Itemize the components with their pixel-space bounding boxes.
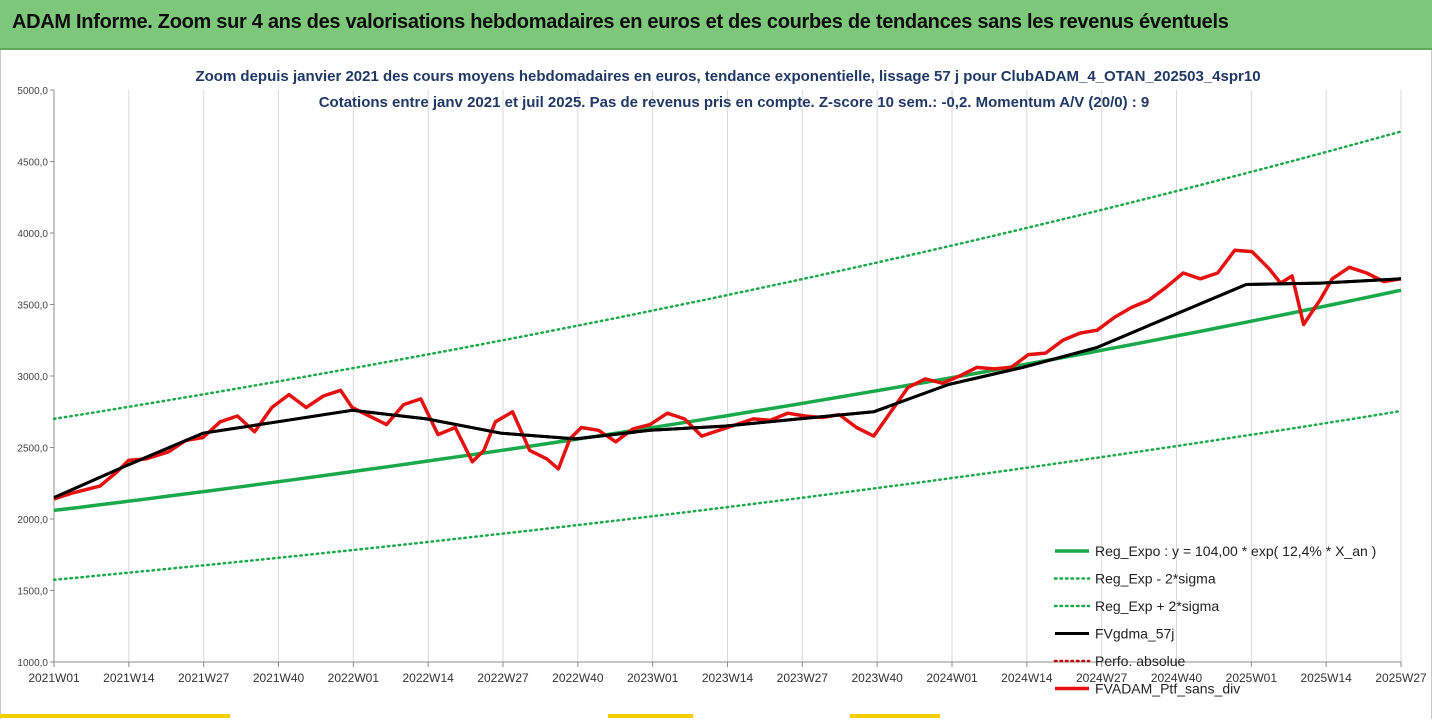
series-line-0 bbox=[53, 288, 1402, 513]
series-line-1 bbox=[52, 409, 1403, 582]
legend-label: Reg_Exp + 2*sigma bbox=[1095, 598, 1219, 614]
bottom-accent-left bbox=[0, 714, 230, 718]
x-tick-label: 2023W40 bbox=[851, 671, 903, 685]
x-tick-label: 2023W01 bbox=[627, 671, 679, 685]
x-tick-label: 2022W27 bbox=[477, 671, 529, 685]
y-tick-label: 1000,0 bbox=[17, 658, 48, 669]
legend-label: Reg_Expo : y = 104,00 * exp( 12,4% * X_a… bbox=[1095, 543, 1376, 559]
y-tick-label: 2000,0 bbox=[17, 515, 48, 526]
x-tick-label: 2021W40 bbox=[253, 671, 305, 685]
x-tick-label: 2025W14 bbox=[1300, 671, 1352, 685]
y-tick-label: 4000,0 bbox=[17, 229, 48, 240]
page-title: ADAM Informe. Zoom sur 4 ans des valoris… bbox=[12, 11, 1229, 33]
y-tick-label: 3500,0 bbox=[17, 301, 48, 312]
x-tick-label: 2023W14 bbox=[702, 671, 754, 685]
x-tick-label: 2024W27 bbox=[1076, 671, 1128, 685]
bottom-accent-right bbox=[850, 714, 940, 718]
y-tick-label: 1500,0 bbox=[17, 587, 48, 598]
x-tick-label: 2023W27 bbox=[777, 671, 829, 685]
x-tick-label: 2022W01 bbox=[328, 671, 380, 685]
chart-title: Zoom depuis janvier 2021 des cours moyen… bbox=[195, 68, 1260, 85]
chart-frame: 2021W01 2021W14 2021W27 2021W40 2022W01 2022W… bbox=[0, 50, 1432, 719]
x-tick-label: 2022W14 bbox=[402, 671, 454, 685]
x-tick-label: 2021W01 bbox=[28, 671, 80, 685]
legend-label: FVgdma_57j bbox=[1095, 626, 1174, 642]
chart-series bbox=[52, 130, 1403, 582]
legend-label: FVADAM_Ptf_sans_div bbox=[1095, 681, 1240, 697]
x-tick-label: 2021W14 bbox=[103, 671, 155, 685]
x-tick-label: 2024W01 bbox=[926, 671, 978, 685]
x-tick-label: 2024W14 bbox=[1001, 671, 1053, 685]
y-tick-label: 3000,0 bbox=[17, 372, 48, 383]
y-tick-label: 2500,0 bbox=[17, 444, 48, 455]
legend-label: Perfo. absolue bbox=[1095, 653, 1185, 669]
series-line-fvgdma-top bbox=[53, 277, 1402, 499]
x-tick-label: 2025W27 bbox=[1375, 671, 1427, 685]
y-tick-label: 5000,0 bbox=[17, 86, 48, 97]
bottom-accent-mid bbox=[608, 714, 693, 718]
x-tick-label: 2024W40 bbox=[1151, 671, 1203, 685]
series-line-5 bbox=[53, 248, 1402, 501]
line-chart: 2021W01 2021W14 2021W27 2021W40 2022W01 2022W… bbox=[17, 68, 1427, 697]
x-tick-label: 2022W40 bbox=[552, 671, 604, 685]
chart-axes: 2021W01 2021W14 2021W27 2021W40 2022W01 2022W… bbox=[17, 86, 1427, 685]
x-tick-label: 2021W27 bbox=[178, 671, 230, 685]
header-banner: ADAM Informe. Zoom sur 4 ans des valoris… bbox=[0, 0, 1432, 50]
y-tick-label: 4500,0 bbox=[17, 158, 48, 169]
legend-label: Reg_Exp - 2*sigma bbox=[1095, 571, 1216, 587]
x-tick-label: 2025W01 bbox=[1226, 671, 1278, 685]
series-line-2 bbox=[52, 130, 1403, 421]
chart-legend: Reg_Expo : y = 104,00 * exp( 12,4% * X_a… bbox=[1053, 543, 1376, 697]
chart-subtitle: Cotations entre janv 2021 et juil 2025. … bbox=[319, 94, 1150, 111]
